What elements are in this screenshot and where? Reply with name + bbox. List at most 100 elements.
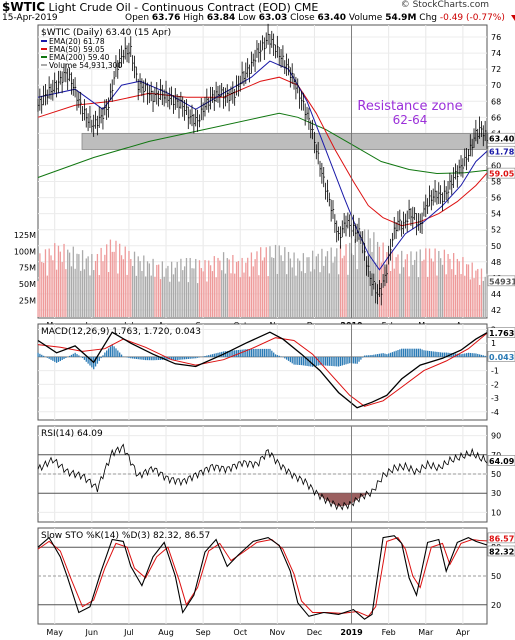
volume-bar (52, 260, 54, 317)
volume-bar (230, 273, 232, 317)
macd-histogram-bar (462, 353, 464, 357)
volume-bar (94, 260, 97, 317)
macd-histogram-bar (65, 356, 67, 358)
volume-bar (284, 247, 286, 317)
macd-histogram-bar (441, 352, 444, 357)
volume-bar (464, 275, 466, 317)
volume-bar (85, 258, 87, 317)
volume-bar (254, 259, 256, 317)
macd-histogram-bar (76, 354, 78, 357)
resistance-range: 62-64 (393, 113, 428, 127)
volume-bar (354, 239, 356, 317)
macd-histogram-bar (419, 348, 421, 357)
macd-histogram-bar (453, 353, 455, 357)
price-panel-title: $WTIC (Daily) 63.40 (15 Apr) (41, 28, 171, 38)
volume-bar (183, 266, 186, 317)
volume-bar (480, 268, 483, 317)
macd-histogram-bar (299, 356, 301, 366)
volume-bar (176, 261, 178, 317)
volume-bar (341, 258, 343, 317)
macd-histogram-bar (89, 356, 91, 366)
volume-bar (271, 257, 273, 317)
macd-histogram-bar (395, 350, 397, 357)
volume-bar (104, 254, 106, 317)
macd-histogram-bar (406, 348, 408, 357)
volume-bar (449, 258, 451, 317)
volume-bar (42, 262, 45, 317)
volume-bar (232, 254, 234, 317)
x-tick-label: Nov (270, 628, 286, 637)
macd-histogram-bar (169, 356, 171, 360)
macd-histogram-bar (132, 356, 134, 359)
macd-histogram-bar (478, 354, 481, 357)
macd-histogram-bar (428, 350, 431, 357)
macd-histogram-bar (182, 356, 184, 360)
down-arrow-icon (510, 14, 515, 21)
macd-histogram-bar (384, 353, 386, 357)
macd-histogram-bar (170, 356, 173, 360)
volume-bar (81, 250, 84, 317)
volume-bar (106, 244, 108, 317)
sto-tick-label: 20 (491, 601, 501, 610)
volume-bar (317, 253, 319, 317)
macd-histogram-bar (63, 356, 65, 359)
macd-histogram-bar (148, 356, 151, 361)
macd-histogram-bar (278, 355, 280, 357)
macd-histogram-bar (465, 353, 468, 357)
volume-bar (113, 251, 115, 317)
macd-histogram-bar (115, 348, 117, 357)
macd-histogram-bar (391, 352, 394, 357)
macd-histogram-bar (165, 356, 167, 360)
macd-histogram-bar (393, 351, 395, 357)
volume-bar (156, 264, 158, 317)
volume-bar (204, 260, 206, 317)
x-tick-label: Mar (418, 628, 434, 637)
macd-histogram-bar (137, 356, 139, 360)
low-value: 63.03 (258, 13, 288, 23)
macd-title: MACD(12,26,9) 1.763, 1.720, 0.043 (41, 327, 201, 337)
price-tick-label: 42 (491, 306, 501, 315)
macd-histogram-bar (358, 356, 360, 362)
volume-bar (180, 258, 182, 317)
volume-bar (473, 278, 475, 317)
volume-bar (278, 245, 280, 317)
macd-histogram-bar (404, 348, 407, 357)
macd-histogram-bar (241, 349, 243, 357)
macd-histogram-bar (378, 353, 381, 357)
resistance-zone (81, 132, 488, 150)
ema20-line (37, 60, 488, 271)
macd-histogram-bar (271, 350, 273, 357)
volume-bar (93, 270, 95, 317)
macd-histogram-bar (172, 356, 175, 360)
macd-histogram-bar (401, 348, 403, 357)
macd-histogram-bar (467, 352, 470, 357)
rsi-tick-label: 90 (491, 432, 501, 441)
macd-histogram-bar (464, 353, 466, 357)
price-tick-label: 52 (491, 226, 501, 235)
macd-histogram-bar (300, 356, 303, 366)
macd-histogram-bar (183, 356, 186, 360)
macd-histogram-bar (113, 346, 115, 357)
volume-bar (308, 257, 310, 317)
volume-bar (54, 243, 56, 317)
volume-bar (132, 265, 134, 317)
open-value: 63.76 (151, 13, 181, 23)
volume-bar (72, 246, 74, 317)
volume-bar (334, 256, 336, 317)
macd-hist-tag-bg (487, 351, 515, 362)
macd-panel-frame (37, 323, 488, 421)
volume-bar (141, 270, 143, 317)
macd-histogram-bar (226, 351, 228, 357)
volume-bar (362, 250, 364, 317)
macd-histogram-bar (477, 353, 479, 357)
macd-histogram-bar (302, 356, 305, 366)
macd-histogram-bar (421, 349, 423, 357)
price-tick-label: 48 (491, 258, 501, 267)
volume-bar (412, 264, 414, 317)
macd-histogram-bar (68, 355, 71, 357)
ema20-tag: 61.78 (489, 148, 515, 157)
volume-bar (252, 266, 254, 317)
macd-histogram-bar (196, 356, 199, 358)
volume-bar (157, 264, 160, 317)
